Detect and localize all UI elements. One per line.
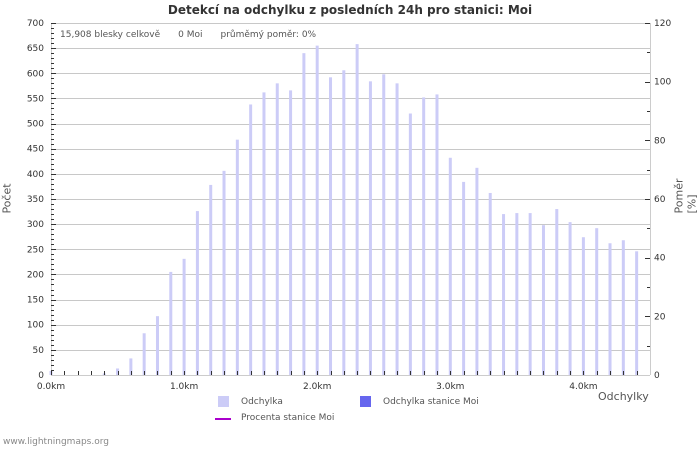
footer-link[interactable]: www.lightningmaps.org: [3, 437, 109, 447]
bar: [462, 181, 466, 375]
bar: [475, 167, 479, 375]
y2-tick-label: 80: [654, 136, 666, 146]
y2-tick-label: 20: [654, 312, 666, 322]
x-axis-label: Odchylky: [598, 390, 649, 403]
y-tick-label: 700: [27, 19, 44, 29]
bar: [342, 70, 346, 376]
legend-line-ratio: [215, 418, 231, 420]
y2-tick-label: 0: [654, 371, 660, 381]
bar: [488, 192, 492, 375]
x-tick-label: 0.0km: [37, 382, 65, 392]
y-tick-label: 350: [27, 195, 44, 205]
stats-line: 15,908 blesky celkově 0 Moi průměmý poměr:…: [60, 30, 334, 40]
bar: [515, 213, 519, 375]
x-tick-label: 2.0km: [303, 382, 331, 392]
y-tick-label: 550: [27, 94, 44, 104]
bar: [568, 222, 572, 375]
bar: [169, 271, 173, 375]
bar: [195, 211, 199, 375]
legend-swatch-odchylka: [218, 396, 229, 407]
bar: [422, 97, 426, 376]
bar: [209, 184, 213, 375]
bar: [382, 74, 386, 375]
bar: [621, 240, 625, 375]
legend-label-ratio: Procenta stanice Moi: [241, 413, 335, 423]
bar: [368, 81, 372, 376]
bar: [182, 258, 186, 375]
y-axis-right-label: Poměr [%]: [672, 178, 699, 214]
y-tick-label: 650: [27, 44, 44, 54]
y-tick-label: 400: [27, 170, 44, 180]
bar: [329, 77, 333, 376]
bar: [222, 170, 226, 375]
bar: [448, 157, 452, 375]
bar: [541, 225, 545, 375]
bar: [275, 83, 279, 375]
y2-tick-label: 100: [654, 78, 671, 88]
y-tick-label: 0: [38, 371, 44, 381]
bar: [581, 237, 585, 375]
bar: [249, 104, 253, 375]
stat-ratio: průměmý poměr: 0%: [220, 30, 317, 40]
x-tick-label: 4.0km: [569, 382, 597, 392]
bar: [355, 44, 359, 376]
y-tick-label: 50: [33, 346, 45, 356]
y-tick-label: 250: [27, 245, 44, 255]
bar: [315, 45, 319, 375]
y-tick-label: 300: [27, 220, 44, 230]
bar: [528, 213, 532, 375]
bar: [155, 316, 159, 375]
y-tick-label: 600: [27, 69, 44, 79]
bar: [608, 243, 612, 375]
y-tick-label: 500: [27, 120, 44, 130]
bar: [408, 113, 412, 375]
y2-tick-label: 120: [654, 19, 671, 29]
x-tick-label: 1.0km: [170, 382, 198, 392]
y-tick-label: 200: [27, 270, 44, 280]
y-tick-label: 450: [27, 145, 44, 155]
bar: [142, 333, 146, 375]
bar: [435, 94, 439, 376]
legend-label-station: Odchylka stanice Moi: [383, 397, 479, 407]
bar: [635, 251, 639, 375]
legend-label-odchylka: Odchylka: [241, 397, 283, 407]
chart-title: Detekcí na odchylku z posledních 24h pro…: [167, 3, 533, 17]
bar: [116, 368, 120, 375]
y-tick-label: 100: [27, 321, 44, 331]
bar: [262, 92, 266, 375]
bar: [235, 139, 239, 375]
bar: [289, 90, 293, 375]
y-axis-left-label: Počet: [0, 183, 14, 214]
stat-total: 15,908 blesky celkově: [60, 30, 161, 40]
bar: [302, 53, 306, 376]
y-tick-label: 150: [27, 296, 44, 306]
bar: [502, 214, 506, 375]
x-tick-label: 3.0km: [436, 382, 464, 392]
y2-tick-label: 60: [654, 195, 666, 205]
bar: [555, 209, 559, 375]
stat-station: 0 Moi: [178, 30, 203, 40]
bar: [395, 83, 399, 375]
legend-swatch-station: [360, 396, 371, 407]
y2-tick-label: 40: [654, 254, 666, 264]
bar: [129, 358, 133, 375]
bar: [595, 228, 599, 375]
